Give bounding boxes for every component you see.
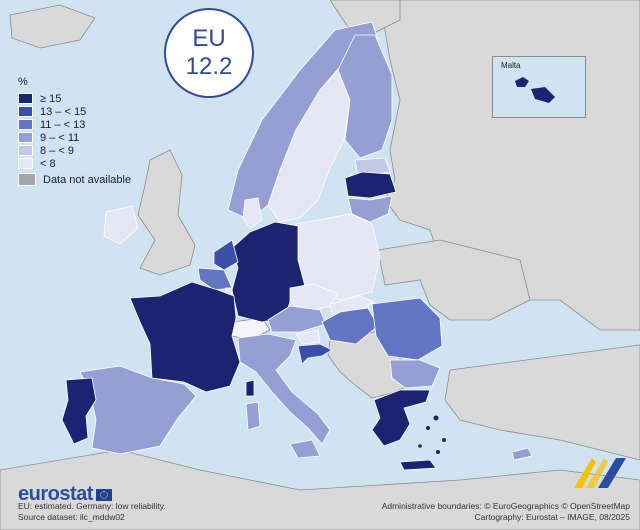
credits: Administrative boundaries: © EuroGeograp…: [382, 501, 630, 523]
region-italy: [237, 333, 331, 445]
eu-badge-label: EU: [192, 25, 226, 52]
legend-label: 11 – < 13: [40, 118, 86, 131]
legend-item: ≥ 15: [18, 92, 86, 105]
legend-item: 13 – < 15: [18, 105, 86, 118]
region-netherlands: [213, 239, 239, 271]
region-greece: [371, 389, 431, 447]
eurostat-logo: eurostat: [18, 483, 112, 506]
map-legend: % ≥ 15 13 – < 15 11 – < 13 9 – < 11 8 – …: [18, 76, 86, 170]
island-dot: [436, 450, 440, 454]
legend-swatch: [18, 158, 33, 169]
region-malta: [515, 77, 529, 87]
credit-cartography: Cartography: Eurostat – IMAGE, 08/2025: [474, 512, 630, 522]
region-malta-main: [531, 87, 555, 103]
region-cyprus: [511, 447, 533, 461]
legend-not-available: Data not available: [18, 173, 131, 186]
region-crete: [399, 459, 437, 471]
legend-label: < 8: [40, 157, 56, 170]
region-sweden: [267, 69, 351, 223]
island-dot: [442, 438, 446, 442]
island-dot: [426, 426, 430, 430]
legend-label: 13 – < 15: [40, 105, 87, 118]
region-latvia: [344, 171, 397, 199]
legend-item: < 8: [18, 157, 86, 170]
eu-countries: [61, 21, 533, 471]
legend-swatch: [18, 93, 33, 104]
land-north-africa: [0, 449, 640, 530]
footnote-estimate: EU: estimated. Germany: low reliability.: [18, 501, 166, 511]
region-croatia: [297, 343, 333, 365]
region-sardinia: [245, 401, 261, 431]
land-ukraine: [377, 239, 531, 321]
region-slovakia: [329, 295, 375, 315]
island-dot: [418, 444, 422, 448]
legend-item: 11 – < 13: [18, 118, 86, 131]
logo-text: eurostat: [18, 483, 93, 505]
region-spain: [79, 365, 197, 455]
eu-badge-value: 12.2: [185, 53, 233, 80]
malta-inset: Malta: [492, 56, 586, 118]
legend-label: 8 – < 9: [40, 144, 74, 157]
legend-swatch: [18, 119, 33, 130]
region-portugal: [61, 377, 97, 445]
credit-boundaries: Administrative boundaries: © EuroGeograp…: [381, 501, 630, 511]
region-slovenia: [295, 329, 321, 345]
malta-shape: [515, 77, 555, 103]
region-ireland: [103, 205, 139, 245]
region-sicily: [289, 439, 321, 459]
inset-label: Malta: [501, 61, 521, 70]
land-norway-north-top: [329, 0, 401, 36]
region-corsica: [245, 379, 255, 397]
region-lithuania: [347, 195, 393, 223]
eu-average-badge: EU 12.2: [164, 8, 254, 98]
region-belgium: [197, 267, 233, 291]
island-dot: [433, 415, 439, 421]
footnotes: EU: estimated. Germany: low reliability.…: [18, 501, 166, 523]
legend-swatch: [18, 106, 33, 117]
legend-swatch-na: [18, 173, 36, 186]
eurostat-mark-icon: [574, 458, 626, 488]
legend-label: ≥ 15: [40, 92, 62, 105]
legend-swatch: [18, 132, 33, 143]
legend-label: 9 – < 11: [40, 131, 80, 144]
region-denmark: [242, 197, 263, 229]
legend-na-label: Data not available: [43, 173, 132, 186]
region-romania: [371, 297, 443, 361]
legend-title: %: [18, 76, 28, 88]
region-estonia: [354, 157, 391, 177]
region-finland: [337, 34, 393, 159]
footnote-source: Source dataset: ilc_mddw02: [18, 512, 125, 522]
land-iceland: [9, 4, 96, 49]
eu-flag-icon: [95, 488, 112, 501]
legend-item: 9 – < 11: [18, 131, 86, 144]
land-uk: [137, 149, 196, 276]
legend-swatch: [18, 145, 33, 156]
greek-islands: [418, 415, 446, 454]
region-bulgaria: [389, 359, 441, 389]
land-turkey: [444, 344, 640, 461]
legend-item: 8 – < 9: [18, 144, 86, 157]
